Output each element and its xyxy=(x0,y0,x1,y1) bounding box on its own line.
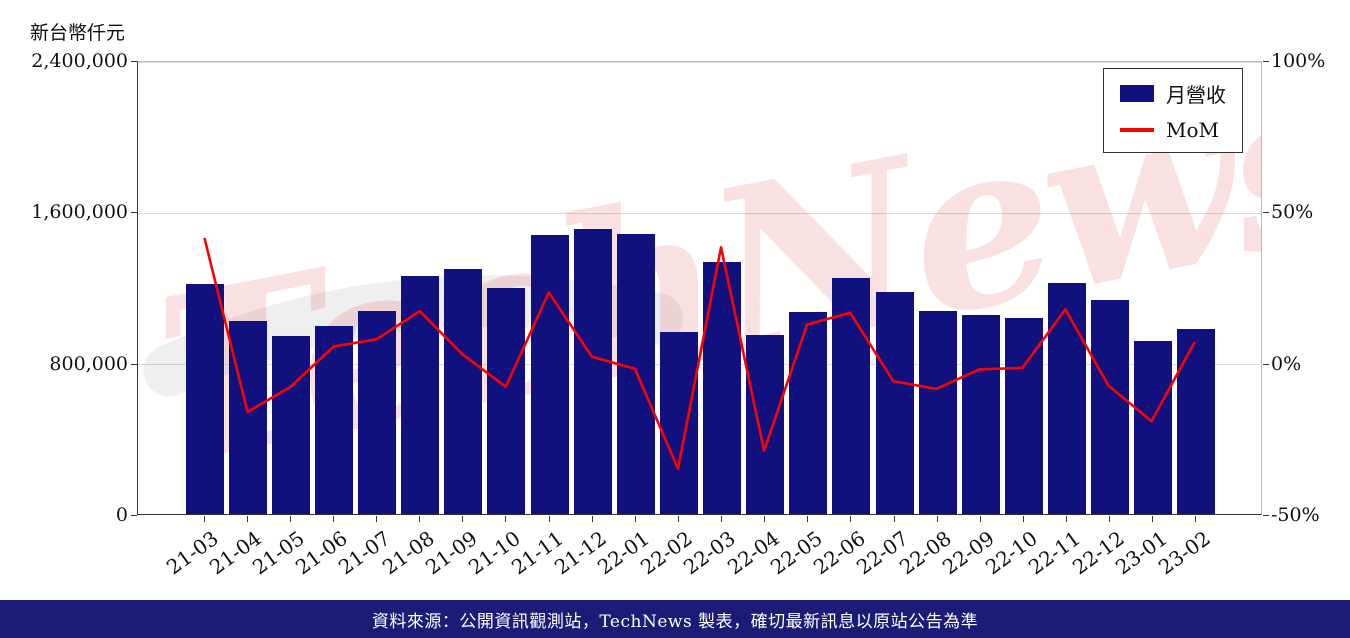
y-left-tickmark xyxy=(131,61,137,62)
revenue-bar-22-05 xyxy=(789,312,828,514)
revenue-bar-22-01 xyxy=(616,234,655,514)
x-tickmark xyxy=(1109,516,1111,522)
revenue-bar-22-07 xyxy=(875,292,914,514)
revenue-bar-21-08 xyxy=(401,276,440,514)
x-tickmark xyxy=(850,516,852,522)
x-tickmark xyxy=(591,516,593,522)
legend-row-mom: MoM xyxy=(1120,118,1226,142)
x-tickmark xyxy=(893,516,895,522)
x-tickmark xyxy=(376,516,378,522)
revenue-bar-21-12 xyxy=(573,229,612,514)
legend-line-label: MoM xyxy=(1166,118,1219,142)
revenue-bar-22-08 xyxy=(918,311,957,514)
y-left-tickmark xyxy=(131,363,137,365)
mom-line xyxy=(203,237,1196,471)
x-tickmark xyxy=(764,516,766,522)
revenue-bar-22-04 xyxy=(746,335,785,514)
revenue-bar-22-10 xyxy=(1004,318,1043,514)
revenue-bar-21-11 xyxy=(530,235,569,514)
x-tickmark xyxy=(1066,516,1068,522)
revenue-bar-21-10 xyxy=(487,288,526,514)
y-left-tick-label: 2,400,000 xyxy=(31,50,128,72)
x-tickmark xyxy=(1152,516,1154,522)
x-tickmark xyxy=(634,516,636,522)
y-right-tick-label: 100% xyxy=(1271,50,1326,72)
y-left-tick-label: 1,600,000 xyxy=(31,201,128,224)
y-right-tickmark xyxy=(1263,61,1269,62)
x-tickmark xyxy=(1022,516,1024,522)
legend-bar-label: 月營收 xyxy=(1166,83,1226,107)
x-tickmark xyxy=(332,516,334,522)
gridline xyxy=(138,62,1261,63)
revenue-bar-23-01 xyxy=(1134,341,1173,514)
y-right-tickmark xyxy=(1263,212,1269,214)
x-tickmark xyxy=(505,516,507,522)
footer-source-note: 資料來源：公開資訊觀測站，TechNews 製表，確切最新訊息以原站公告為準 xyxy=(0,600,1350,638)
revenue-bar-21-05 xyxy=(271,336,310,514)
y-axis-title: 新台幣仟元 xyxy=(30,22,126,44)
y-right-tick-label: 50% xyxy=(1271,201,1314,224)
x-tickmark xyxy=(289,516,291,522)
gridline xyxy=(138,212,1261,214)
legend: 月營收 MoM xyxy=(1103,68,1243,153)
legend-row-revenue: 月營收 xyxy=(1120,79,1226,108)
x-tickmark xyxy=(721,516,723,522)
y-left-tick-label: 800,000 xyxy=(49,352,128,375)
mom-line-layer xyxy=(203,237,1196,471)
y-right-tick-label: 0% xyxy=(1271,352,1302,375)
y-left-tickmark xyxy=(131,515,137,516)
revenue-bar-22-06 xyxy=(832,278,871,514)
x-tickmark xyxy=(979,516,981,522)
legend-line-swatch xyxy=(1120,128,1154,132)
x-tickmark xyxy=(548,516,550,522)
revenue-bar-22-12 xyxy=(1091,300,1130,514)
y-left-tick-label: 0 xyxy=(115,504,128,526)
revenue-bar-21-09 xyxy=(444,269,483,514)
revenue-bar-21-04 xyxy=(228,321,267,514)
y-left-tickmark xyxy=(131,212,137,214)
plot-area: TechNews xyxy=(137,61,1262,515)
x-tickmark xyxy=(807,516,809,522)
x-tickmark xyxy=(419,516,421,522)
x-tickmark xyxy=(462,516,464,522)
revenue-bar-22-11 xyxy=(1048,283,1087,514)
revenue-bar-21-07 xyxy=(358,311,397,514)
x-tickmark xyxy=(246,516,248,522)
y-right-tick-label: -50% xyxy=(1271,504,1320,526)
y-right-tickmark xyxy=(1263,363,1269,365)
x-tickmark xyxy=(1195,516,1197,522)
revenue-bar-22-09 xyxy=(961,315,1000,514)
legend-bar-swatch xyxy=(1120,85,1154,102)
x-tickmark xyxy=(936,516,938,522)
revenue-bar-21-03 xyxy=(185,284,224,514)
x-tickmark xyxy=(677,516,679,522)
revenue-bar-22-02 xyxy=(659,332,698,514)
x-tickmark xyxy=(203,516,205,522)
y-right-tickmark xyxy=(1263,515,1269,516)
